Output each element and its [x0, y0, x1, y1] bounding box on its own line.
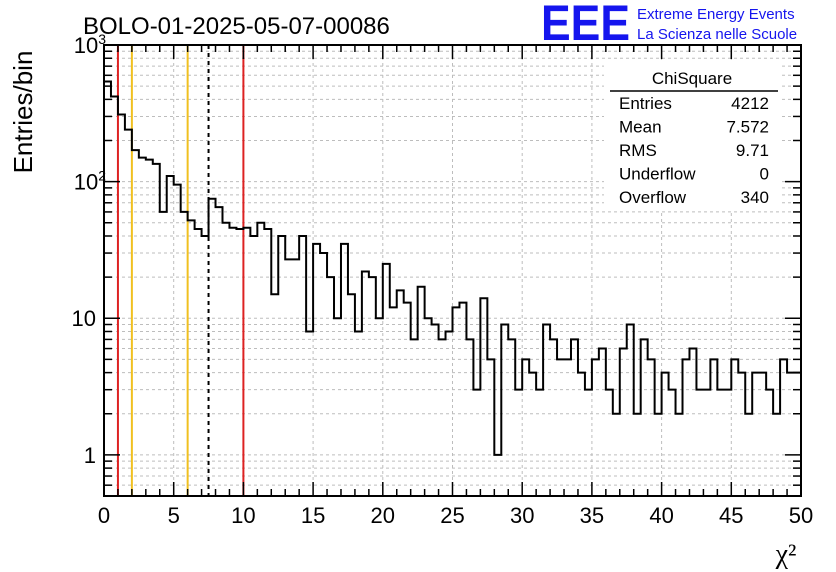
y-axis-label: Entries/bin — [8, 51, 38, 174]
histogram-outline — [104, 80, 801, 456]
stats-row-label: Underflow — [619, 165, 696, 184]
stats-box-title: ChiSquare — [652, 69, 732, 88]
x-tick-label: 0 — [98, 503, 110, 528]
stats-row-value: 9.71 — [736, 141, 769, 160]
x-tick-label: 50 — [789, 503, 813, 528]
x-tick-label: 5 — [168, 503, 180, 528]
x-tick-label: 15 — [301, 503, 325, 528]
x-tick-label: 35 — [580, 503, 604, 528]
stats-row-value: 7.572 — [726, 118, 769, 137]
stats-row-value: 4212 — [731, 94, 769, 113]
stats-row-label: Mean — [619, 118, 662, 137]
chart-title: BOLO-01-2025-05-07-00086 — [83, 13, 390, 40]
eee-logo: EEE Extreme Energy Events La Scienza nel… — [541, 0, 797, 51]
eee-logo-mark: EEE — [541, 0, 630, 51]
stats-row-label: RMS — [619, 141, 657, 160]
x-axis-label: χ² — [775, 539, 797, 570]
eee-logo-line-1: Extreme Energy Events — [637, 6, 795, 23]
stats-row-label: Entries — [619, 94, 672, 113]
x-tick-label: 10 — [231, 503, 255, 528]
stats-box-background — [604, 60, 780, 210]
stats-row-label: Overflow — [619, 188, 687, 207]
y-tick-label: 10 — [72, 306, 96, 331]
x-tick-label: 20 — [371, 503, 395, 528]
x-tick-labels: 0 5 10 15 20 25 30 35 40 45 50 — [98, 503, 813, 528]
x-tick-label: 40 — [649, 503, 673, 528]
axis-ticks — [103, 44, 802, 497]
x-tick-label: 25 — [440, 503, 464, 528]
grid-lines — [104, 45, 801, 496]
stats-box: ChiSquare Entries 4212 Mean 7.572 RMS 9.71 Und… — [604, 60, 780, 210]
y-tick-exponent: 3 — [98, 31, 106, 47]
stats-rows: Entries 4212 Mean 7.572 RMS 9.71 Underflow 0 Ove… — [619, 94, 769, 207]
x-tick-label: 45 — [719, 503, 743, 528]
x-tick-label: 30 — [510, 503, 534, 528]
reference-lines — [116, 45, 245, 496]
eee-logo-line-2: La Scienza nelle Scuole — [637, 26, 797, 43]
y-tick-label: 1 — [84, 443, 96, 468]
y-tick-exponent: 2 — [98, 168, 106, 184]
stats-row-value: 0 — [760, 165, 769, 184]
stats-row-value: 340 — [741, 188, 769, 207]
